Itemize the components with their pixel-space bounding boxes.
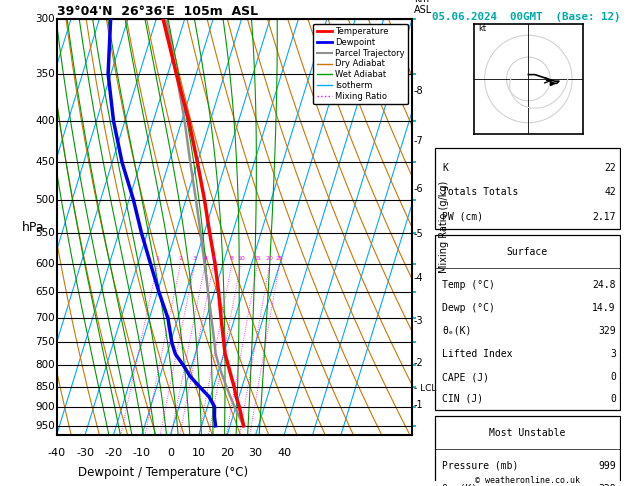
Text: 450: 450 [35, 157, 55, 167]
Text: θₑ (K): θₑ (K) [442, 484, 477, 486]
Text: -2: -2 [414, 358, 423, 368]
Text: 39°04'N  26°36'E  105m  ASL: 39°04'N 26°36'E 105m ASL [57, 5, 258, 18]
Text: -3: -3 [414, 316, 423, 326]
Text: 700: 700 [35, 313, 55, 323]
Text: 350: 350 [35, 69, 55, 79]
Text: 15: 15 [253, 256, 262, 261]
Text: -7: -7 [414, 137, 423, 146]
Text: Surface: Surface [506, 247, 548, 257]
Text: hPa: hPa [22, 221, 45, 234]
Text: 800: 800 [35, 360, 55, 370]
Text: 600: 600 [35, 259, 55, 269]
Text: Totals Totals: Totals Totals [442, 187, 518, 197]
Text: 3: 3 [610, 349, 616, 359]
Text: -40: -40 [48, 448, 65, 458]
Text: 850: 850 [35, 382, 55, 392]
Text: -30: -30 [76, 448, 94, 458]
Text: -20: -20 [104, 448, 123, 458]
Text: 650: 650 [35, 287, 55, 297]
Text: Pressure (mb): Pressure (mb) [442, 461, 518, 471]
Text: 0: 0 [610, 394, 616, 404]
Text: 1: 1 [155, 256, 159, 261]
Text: K: K [442, 163, 448, 173]
Text: 40: 40 [277, 448, 291, 458]
Text: -5: -5 [414, 229, 423, 240]
Bar [435, 235, 620, 410]
Text: 10: 10 [192, 448, 206, 458]
Text: 329: 329 [598, 484, 616, 486]
Text: 500: 500 [35, 194, 55, 205]
Bar [435, 148, 620, 229]
Text: 8: 8 [230, 256, 234, 261]
Text: 3: 3 [192, 256, 197, 261]
Text: 05.06.2024  00GMT  (Base: 12): 05.06.2024 00GMT (Base: 12) [431, 12, 620, 22]
Text: kt: kt [478, 24, 486, 33]
Text: CIN (J): CIN (J) [442, 394, 483, 404]
Text: Most Unstable: Most Unstable [489, 428, 565, 438]
Text: 300: 300 [35, 15, 55, 24]
Text: 20: 20 [266, 256, 274, 261]
Text: 10: 10 [237, 256, 245, 261]
Text: 14.9: 14.9 [593, 303, 616, 312]
Text: 750: 750 [35, 337, 55, 347]
Text: -8: -8 [414, 87, 423, 96]
Text: 30: 30 [248, 448, 263, 458]
Text: -1: -1 [414, 400, 423, 410]
Text: 900: 900 [35, 402, 55, 412]
Text: 42: 42 [604, 187, 616, 197]
Text: 329: 329 [598, 326, 616, 336]
Text: 999: 999 [598, 461, 616, 471]
Text: 0: 0 [610, 372, 616, 382]
Text: -6: -6 [414, 184, 423, 194]
Text: 22: 22 [604, 163, 616, 173]
Legend: Temperature, Dewpoint, Parcel Trajectory, Dry Adiabat, Wet Adiabat, Isotherm, Mi: Temperature, Dewpoint, Parcel Trajectory… [313, 24, 408, 104]
Text: Dewp (°C): Dewp (°C) [442, 303, 495, 312]
Text: -10: -10 [133, 448, 151, 458]
Text: PW (cm): PW (cm) [442, 211, 483, 222]
Text: 24.8: 24.8 [593, 279, 616, 290]
Text: -4: -4 [414, 273, 423, 283]
Text: 20: 20 [220, 448, 234, 458]
Text: Dewpoint / Temperature (°C): Dewpoint / Temperature (°C) [78, 466, 248, 479]
Text: 2.17: 2.17 [593, 211, 616, 222]
Text: 400: 400 [35, 116, 55, 126]
Text: 2: 2 [179, 256, 182, 261]
Text: 0: 0 [167, 448, 174, 458]
Text: km
ASL: km ASL [414, 0, 432, 15]
Text: Lifted Index: Lifted Index [442, 349, 513, 359]
Text: 550: 550 [35, 228, 55, 238]
Text: Temp (°C): Temp (°C) [442, 279, 495, 290]
Text: θₑ(K): θₑ(K) [442, 326, 472, 336]
Text: Mixing Ratio (g/kg): Mixing Ratio (g/kg) [439, 181, 449, 273]
Text: 25: 25 [276, 256, 284, 261]
Text: 4: 4 [203, 256, 207, 261]
Text: © weatheronline.co.uk: © weatheronline.co.uk [475, 476, 579, 485]
Text: 950: 950 [35, 421, 55, 431]
Text: CAPE (J): CAPE (J) [442, 372, 489, 382]
Text: 5: 5 [211, 256, 216, 261]
Text: - LCL: - LCL [414, 384, 436, 393]
Bar [435, 416, 620, 486]
